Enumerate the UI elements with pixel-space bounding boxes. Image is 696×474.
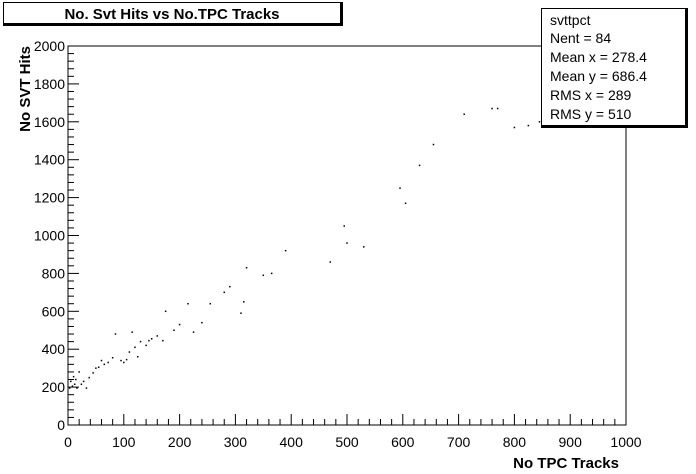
data-point [192, 331, 195, 333]
data-point [527, 124, 530, 127]
data-point [418, 164, 421, 167]
x-tick-label: 300 [224, 434, 248, 450]
data-point [120, 359, 122, 362]
data-point [131, 331, 133, 333]
data-point [125, 358, 128, 361]
data-point [262, 274, 265, 277]
x-tick-label: 700 [447, 434, 471, 450]
data-point [513, 126, 516, 129]
data-point [134, 346, 136, 349]
y-tick-label: 1600 [34, 114, 65, 130]
data-point [73, 383, 76, 386]
data-point [137, 356, 139, 358]
y-tick-label: 1000 [34, 228, 65, 244]
stats-entries: Nent = 84 [550, 30, 612, 46]
x-tick-label: 200 [168, 434, 192, 450]
stats-mean-y: Mean y = 686.4 [550, 68, 647, 84]
data-point [404, 202, 407, 205]
data-point [80, 383, 83, 386]
x-axis-ticks: 0 100 200 300 400 500 600 700 800 900 1000 [64, 414, 642, 450]
data-point [68, 387, 71, 389]
x-tick-label: 900 [559, 434, 583, 450]
data-point [243, 301, 245, 303]
data-point [491, 107, 493, 110]
y-tick-label: 2000 [34, 38, 65, 54]
data-point [114, 333, 117, 335]
data-point [88, 376, 90, 379]
data-point [148, 339, 150, 342]
data-point [284, 249, 287, 252]
x-tick-label: 500 [335, 434, 359, 450]
data-point [78, 371, 80, 373]
x-tick-label: 100 [112, 434, 136, 450]
data-point [229, 285, 231, 288]
data-point [496, 107, 499, 110]
x-tick-label: 400 [280, 434, 304, 450]
stats-mean-x: Mean x = 278.4 [550, 49, 647, 65]
data-point [432, 143, 435, 146]
x-tick-label: 800 [503, 434, 527, 450]
data-point [95, 367, 97, 369]
data-point [139, 340, 142, 343]
y-tick-label: 0 [57, 417, 65, 433]
data-point [209, 302, 212, 305]
data-point [103, 363, 106, 366]
data-point [85, 387, 88, 389]
stats-histogram-name: svttpct [550, 12, 591, 28]
data-point [270, 272, 273, 275]
data-point [187, 302, 189, 305]
data-point [173, 329, 175, 331]
data-point [156, 335, 159, 337]
data-point [123, 361, 125, 364]
chart-title: No. Svt Hits vs No.TPC Tracks [64, 6, 280, 23]
data-point [75, 378, 77, 381]
data-point [164, 310, 167, 313]
y-tick-label: 1200 [34, 190, 65, 206]
data-point [150, 338, 153, 340]
y-tick-label: 1400 [34, 152, 65, 168]
data-point [111, 356, 114, 359]
y-tick-label: 600 [42, 303, 66, 319]
data-point [92, 372, 94, 374]
stats-rms-x: RMS x = 289 [550, 87, 632, 103]
data-point [128, 351, 131, 353]
x-tick-label: 0 [64, 434, 72, 450]
y-axis-label: No SVT Hits [17, 46, 34, 132]
data-point [346, 242, 348, 244]
data-point [240, 312, 242, 314]
data-point [329, 261, 332, 263]
data-point [162, 339, 164, 342]
data-point [107, 361, 109, 364]
y-axis-ticks: 0 200 400 600 800 1000 1200 1400 1600 1800 2000 [34, 38, 79, 433]
data-point [538, 121, 541, 123]
data-point [71, 385, 74, 387]
data-point [70, 380, 72, 383]
y-tick-label: 1800 [34, 76, 65, 92]
statistics-box: svttpct Nent = 84 Mean x = 278.4 Mean y … [541, 8, 688, 128]
data-point [399, 187, 401, 189]
x-tick-label: 1000 [610, 434, 641, 450]
data-point [100, 359, 103, 362]
data-point [223, 291, 225, 294]
y-tick-label: 400 [42, 341, 66, 357]
data-point [245, 266, 248, 269]
data-point [82, 380, 85, 383]
chart-title-box: No. Svt Hits vs No.TPC Tracks [3, 2, 343, 26]
data-point [72, 375, 75, 378]
data-points [68, 107, 555, 389]
data-point [463, 113, 465, 115]
data-point [76, 387, 78, 389]
data-point [145, 344, 147, 347]
data-point [343, 225, 345, 227]
data-point [362, 246, 365, 248]
data-point [97, 366, 100, 368]
x-tick-label: 600 [391, 434, 415, 450]
data-point [201, 321, 203, 324]
x-axis-label: No TPC Tracks [513, 455, 619, 472]
y-tick-label: 200 [42, 379, 66, 395]
data-point [178, 323, 181, 326]
stats-rms-y: RMS y = 510 [550, 106, 632, 122]
y-tick-label: 800 [42, 265, 66, 281]
